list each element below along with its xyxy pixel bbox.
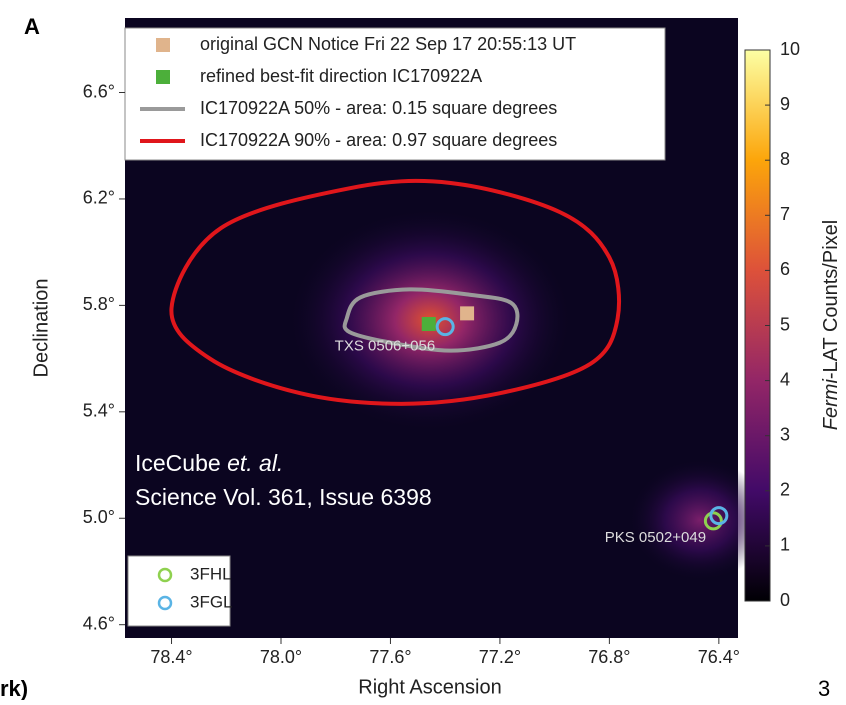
y-tick-label: 4.6° [83, 613, 115, 633]
x-tick-label: 77.6° [369, 647, 411, 667]
position-marker [421, 317, 436, 332]
y-axis-label: Declination [30, 279, 52, 378]
colorbar-tick-label: 1 [780, 535, 790, 555]
contour [342, 287, 520, 353]
annotation: IceCube et. al. [135, 450, 283, 476]
fragment: rk) [0, 676, 28, 700]
catalog-legend-box [127, 555, 231, 627]
colorbar-label-italic: Fermi [820, 379, 842, 431]
legend-swatch [157, 567, 173, 583]
legend-swatch [156, 38, 170, 52]
source-label: PKS 0502+049 [605, 529, 706, 546]
y-tick-label: 6.6° [83, 81, 115, 101]
legend-label: original GCN Notice Fri 22 Sep 17 20:55:… [200, 34, 576, 54]
colorbar-tick-label: 10 [780, 39, 800, 59]
x-tick-label: 77.2° [479, 647, 521, 667]
catalog-source [435, 317, 455, 337]
x-tick-label: 78.0° [260, 647, 302, 667]
y-tick-label: 5.0° [83, 507, 115, 527]
colorbar-tick-label: 6 [780, 259, 790, 279]
colorbar-tick-label: 4 [780, 369, 790, 389]
x-tick-label: 76.8° [588, 647, 630, 667]
emission-glow [630, 460, 770, 580]
colorbar-tick-label: 8 [780, 149, 790, 169]
legend-swatch [156, 70, 170, 84]
contour [169, 178, 622, 406]
annotation: Science Vol. 361, Issue 6398 [135, 484, 432, 510]
colorbar-label-rest: -LAT Counts/Pixel [820, 220, 842, 379]
y-tick-label: 6.2° [83, 188, 115, 208]
colorbar-tick-label: 9 [780, 94, 790, 114]
legend-label: IC170922A 50% - area: 0.15 square degree… [200, 98, 557, 118]
panel-label: A [24, 14, 40, 39]
x-tick-label: 78.4° [150, 647, 192, 667]
legend-box [124, 27, 666, 161]
annotation-italic: et. al. [227, 450, 283, 476]
catalog-source [703, 511, 723, 531]
source-label: TXS 0506+056 [335, 338, 436, 355]
legend-label: 3FHL [190, 564, 232, 583]
position-marker [460, 306, 475, 321]
colorbar-tick-label: 2 [780, 480, 790, 500]
colorbar-label: Fermi-LAT Counts/Pixel [820, 220, 842, 430]
colorbar-tick-label: 7 [780, 204, 790, 224]
legend-label: IC170922A 90% - area: 0.97 square degree… [200, 130, 557, 150]
fragment: 3 [818, 676, 830, 700]
legend-label: 3FGL [190, 592, 233, 611]
legend-label: refined best-fit direction IC170922A [200, 66, 482, 86]
annotation-text: IceCube [135, 450, 227, 476]
x-tick-label: 76.4° [698, 647, 740, 667]
colorbar-tick-label: 5 [780, 314, 790, 334]
catalog-source [709, 506, 729, 526]
colorbar-tick-label: 0 [780, 590, 790, 610]
y-tick-label: 5.8° [83, 294, 115, 314]
y-tick-label: 5.4° [83, 401, 115, 421]
x-axis-label: Right Ascension [358, 676, 501, 698]
legend-swatch [157, 595, 173, 611]
colorbar-tick-label: 3 [780, 424, 790, 444]
